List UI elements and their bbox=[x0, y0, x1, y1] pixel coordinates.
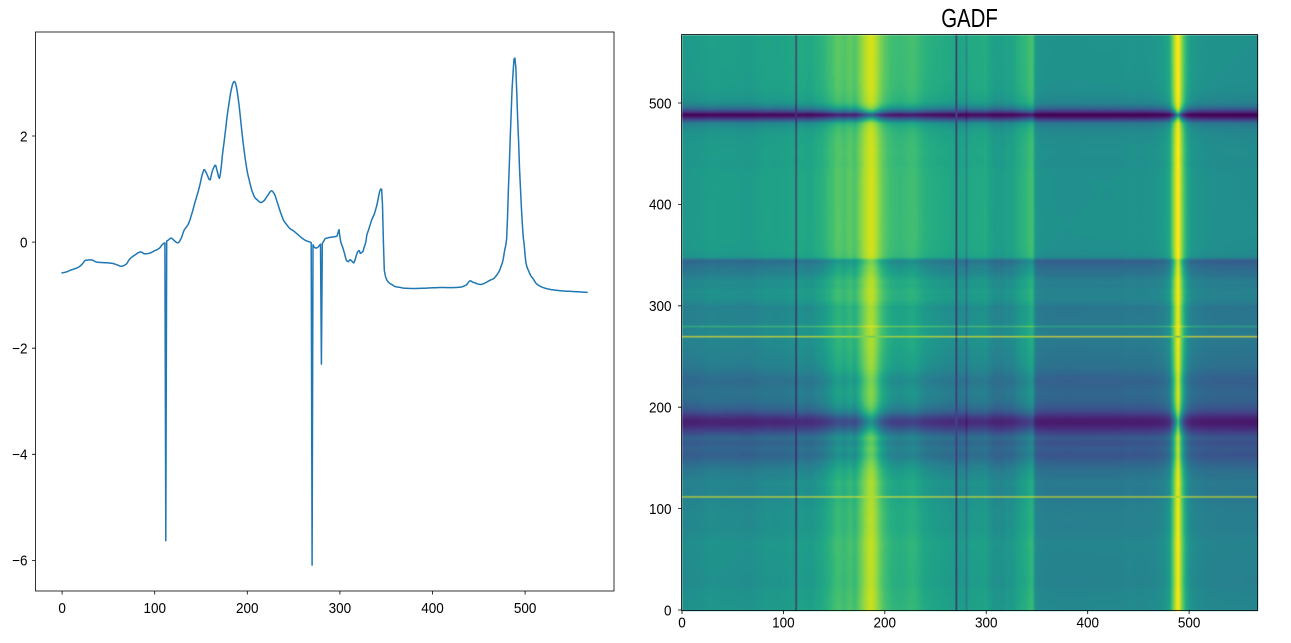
svg-text:−4: −4 bbox=[12, 447, 27, 464]
svg-text:100: 100 bbox=[143, 600, 166, 617]
svg-text:GADF: GADF bbox=[941, 4, 998, 33]
svg-text:400: 400 bbox=[649, 197, 672, 214]
svg-text:500: 500 bbox=[514, 600, 537, 617]
svg-text:500: 500 bbox=[1178, 615, 1201, 632]
svg-text:300: 300 bbox=[975, 615, 998, 632]
svg-text:100: 100 bbox=[772, 615, 795, 632]
svg-text:500: 500 bbox=[649, 96, 672, 113]
svg-text:2: 2 bbox=[20, 129, 28, 146]
svg-text:0: 0 bbox=[664, 603, 672, 620]
svg-text:200: 200 bbox=[236, 600, 259, 617]
svg-text:0: 0 bbox=[20, 235, 28, 252]
svg-text:400: 400 bbox=[421, 600, 444, 617]
svg-text:0: 0 bbox=[678, 615, 686, 632]
svg-text:0: 0 bbox=[58, 600, 66, 617]
svg-text:100: 100 bbox=[649, 501, 672, 518]
svg-text:300: 300 bbox=[649, 298, 672, 315]
svg-text:−6: −6 bbox=[12, 553, 27, 570]
svg-text:400: 400 bbox=[1076, 615, 1099, 632]
svg-text:200: 200 bbox=[649, 400, 672, 417]
svg-text:200: 200 bbox=[874, 615, 897, 632]
svg-text:300: 300 bbox=[329, 600, 352, 617]
svg-text:−2: −2 bbox=[12, 341, 27, 358]
